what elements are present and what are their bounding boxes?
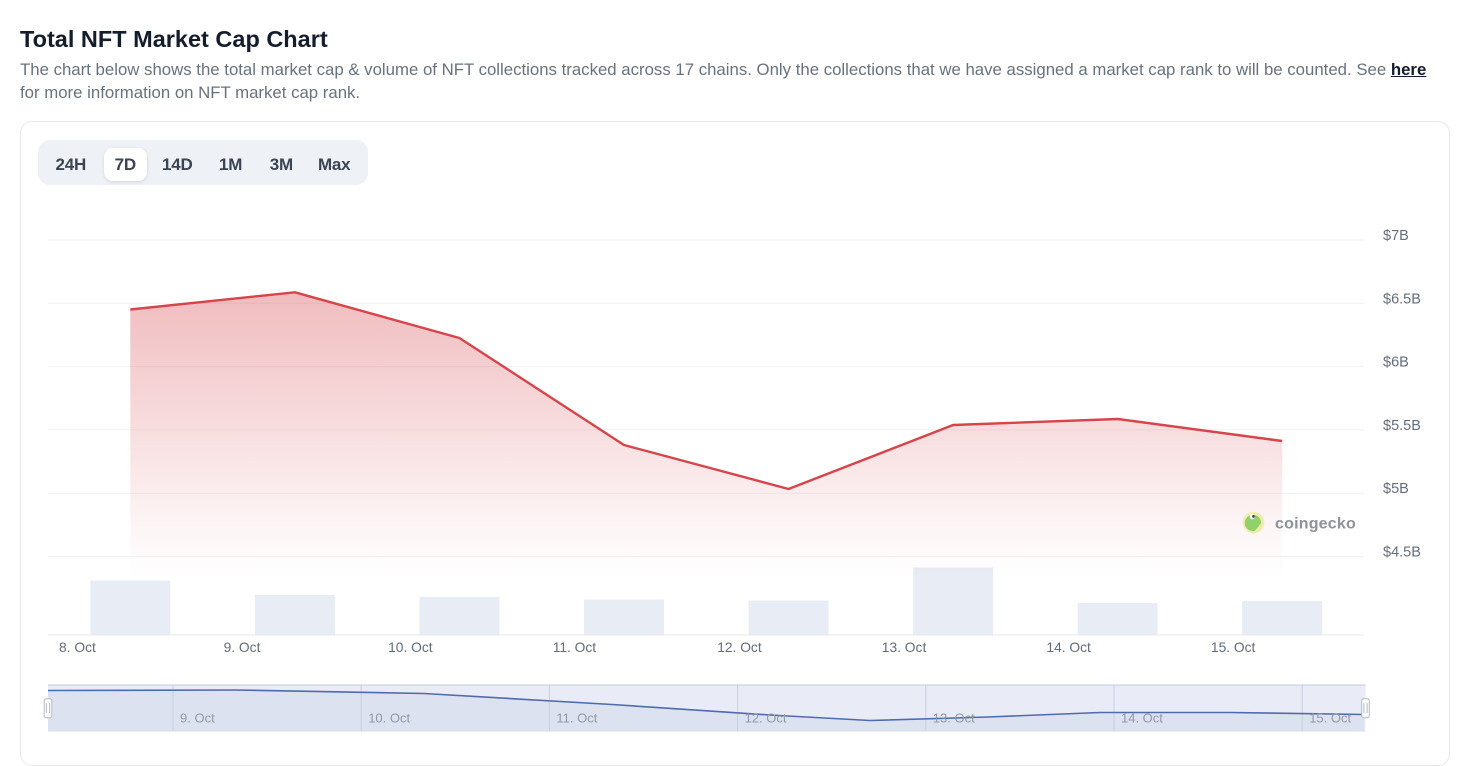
svg-text:$4.5B: $4.5B: [1383, 545, 1421, 561]
svg-text:8. Oct: 8. Oct: [59, 640, 96, 655]
svg-text:15. Oct: 15. Oct: [1211, 640, 1256, 655]
svg-text:$6.5B: $6.5B: [1383, 291, 1421, 307]
svg-text:$5.5B: $5.5B: [1383, 418, 1421, 434]
svg-text:11. Oct: 11. Oct: [556, 711, 597, 726]
svg-text:12. Oct: 12. Oct: [717, 640, 762, 655]
svg-text:13. Oct: 13. Oct: [933, 711, 975, 726]
svg-text:11. Oct: 11. Oct: [553, 640, 597, 655]
svg-text:14. Oct: 14. Oct: [1121, 711, 1163, 726]
svg-text:12. Oct: 12. Oct: [745, 711, 787, 726]
svg-text:9. Oct: 9. Oct: [180, 711, 215, 726]
svg-text:13. Oct: 13. Oct: [882, 640, 927, 655]
svg-text:14. Oct: 14. Oct: [1046, 640, 1091, 655]
svg-text:15. Oct: 15. Oct: [1309, 711, 1351, 726]
svg-text:10. Oct: 10. Oct: [388, 640, 433, 655]
svg-text:$5B: $5B: [1383, 481, 1409, 497]
svg-text:10. Oct: 10. Oct: [368, 711, 410, 726]
svg-text:9. Oct: 9. Oct: [224, 640, 261, 655]
svg-text:$6B: $6B: [1383, 355, 1409, 371]
svg-text:$7B: $7B: [1383, 228, 1409, 244]
svg-text:coingecko: coingecko: [1275, 516, 1356, 533]
